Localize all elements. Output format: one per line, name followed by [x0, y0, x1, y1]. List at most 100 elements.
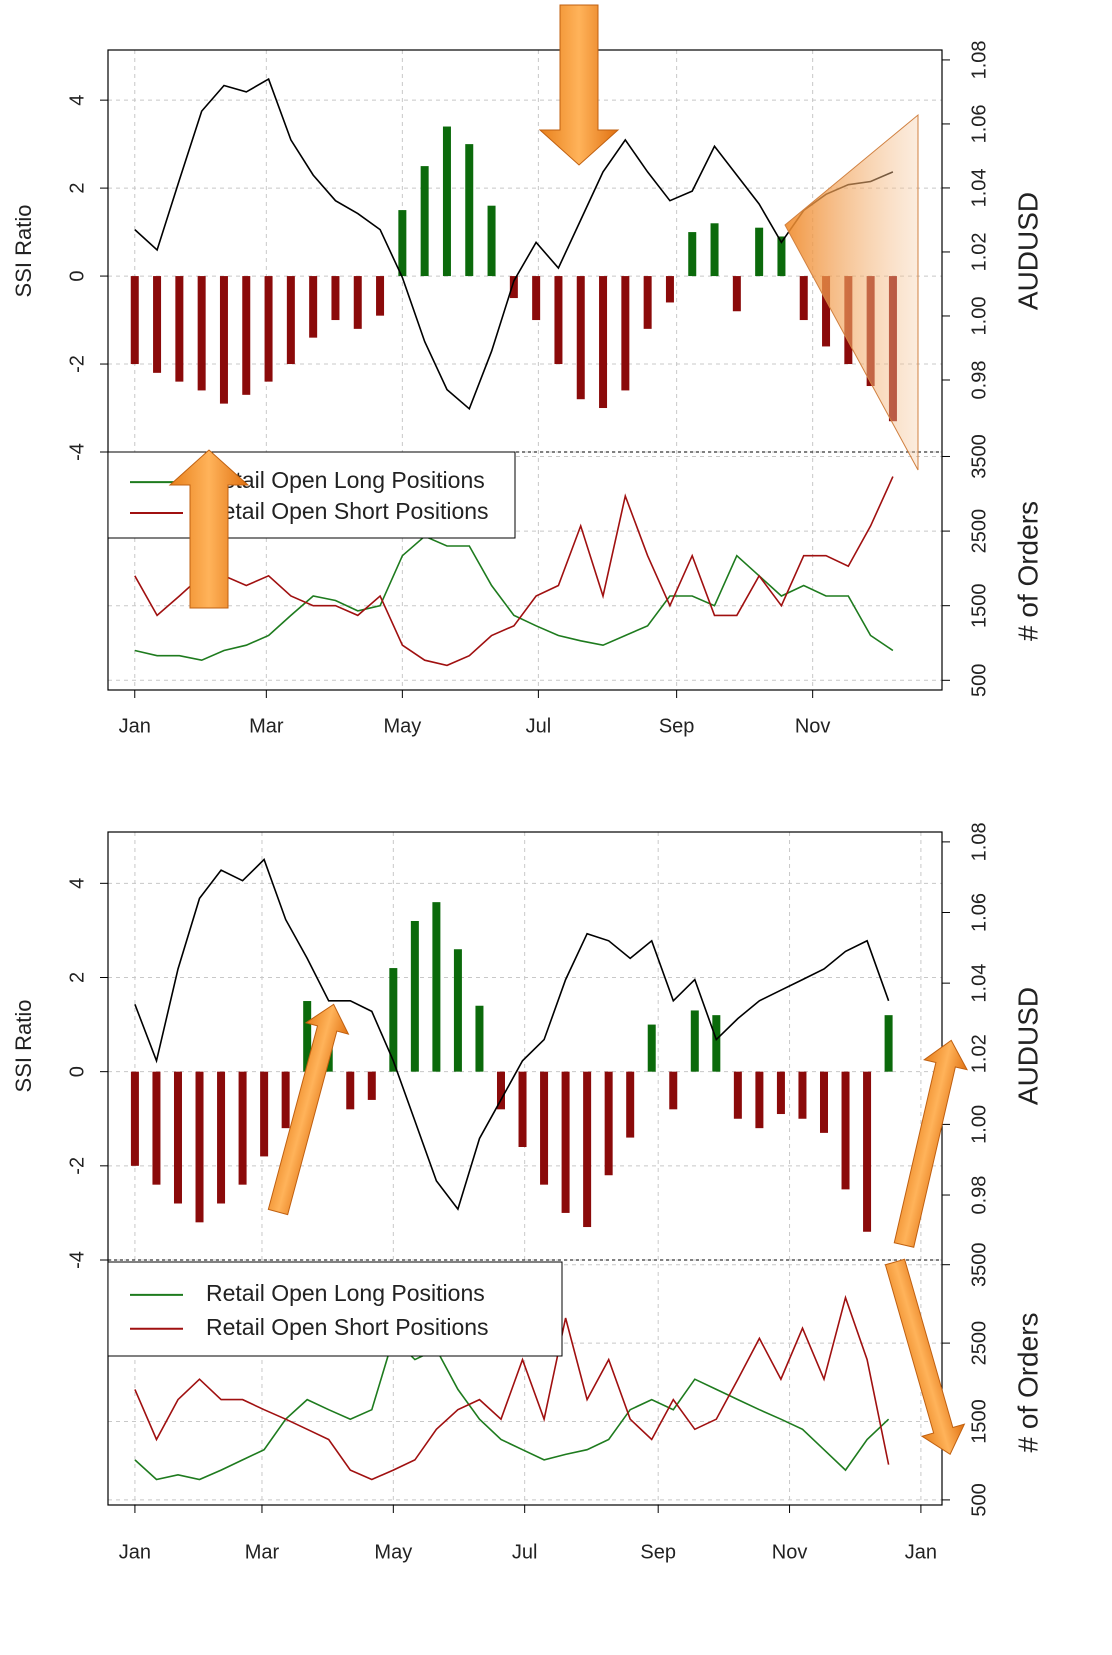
ssi-bar — [260, 1071, 269, 1157]
ssi-bar — [576, 276, 585, 400]
ssi-bar — [561, 1071, 570, 1213]
ssi-bar — [389, 968, 398, 1072]
x-tick-label: Nov — [795, 715, 831, 737]
price-line — [134, 858, 890, 1211]
ssi-bar — [777, 236, 786, 277]
y3-tick-label: 3500 — [968, 1242, 990, 1287]
ssi-bar — [376, 276, 385, 316]
ssi-bar — [130, 1071, 139, 1166]
x-tick-label: Mar — [249, 715, 284, 737]
y3-axis-label: # of Orders — [1012, 501, 1043, 641]
ssi-bar — [152, 1071, 161, 1185]
ssi-bar — [432, 902, 441, 1072]
arrow-up — [168, 449, 250, 609]
x-tick-label: Jul — [512, 1541, 538, 1563]
y2-tick-label: 1.02 — [968, 1034, 990, 1073]
arrow-diagonal — [884, 1258, 966, 1455]
y3-tick-label: 500 — [968, 1483, 990, 1516]
y-tick-label: 4 — [66, 95, 88, 106]
y2-tick-label: 1.04 — [968, 964, 990, 1003]
ssi-bar — [197, 276, 206, 391]
ssi-bar — [453, 949, 462, 1072]
ssi-bar — [153, 276, 162, 373]
ssi-bar — [690, 1010, 699, 1072]
x-tick-label: Jan — [119, 1541, 151, 1563]
y-axis-label: SSI Ratio — [11, 1000, 36, 1093]
y3-axis-label: # of Orders — [1012, 1312, 1043, 1452]
ssi-bar — [173, 1071, 182, 1204]
ssi-bar — [175, 276, 184, 382]
ssi-bar — [264, 276, 273, 382]
orders-line — [134, 535, 894, 662]
ssi-bar — [509, 276, 518, 299]
annotations — [168, 4, 969, 1455]
ssi-bar — [822, 276, 831, 347]
y-tick-label: -4 — [66, 443, 88, 461]
highlight-triangle — [784, 113, 919, 471]
y3-tick-label: 2500 — [968, 1321, 990, 1366]
x-tick-label: Sep — [659, 715, 695, 737]
ssi-bar — [669, 1071, 678, 1110]
plot-frame — [107, 49, 943, 691]
legend-box — [107, 451, 516, 539]
orders-line — [134, 1336, 890, 1481]
y2-tick-label: 1.04 — [968, 168, 990, 207]
ssi-bar — [309, 276, 318, 338]
ssi-bar — [219, 276, 228, 404]
y-tick-label: 0 — [66, 1066, 88, 1077]
ssi-bar — [286, 276, 295, 365]
y2-tick-label: 1.06 — [968, 893, 990, 932]
x-tick-label: Sep — [640, 1541, 676, 1563]
y2-tick-label: 1.08 — [968, 822, 990, 861]
ssi-bar — [195, 1071, 204, 1223]
y-tick-label: 0 — [66, 271, 88, 282]
legend-label: Retail Open Short Positions — [206, 1314, 489, 1340]
legend-box — [107, 1261, 563, 1357]
ssi-bar — [442, 126, 451, 277]
ssi-bar — [518, 1071, 527, 1147]
ssi-bar — [487, 205, 496, 277]
ssi-bar — [819, 1071, 828, 1133]
y3-tick-label: 500 — [968, 664, 990, 697]
y-tick-label: -2 — [66, 355, 88, 373]
ssi-bar — [799, 276, 808, 321]
y-tick-label: 4 — [66, 878, 88, 889]
ssi-bar — [130, 276, 139, 365]
ssi-bar — [238, 1071, 247, 1185]
y2-tick-label: 1.00 — [968, 297, 990, 336]
y3-tick-label: 2500 — [968, 509, 990, 554]
ssi-bar — [863, 1071, 872, 1232]
ssi-bar — [626, 1071, 635, 1138]
y-tick-label: -2 — [66, 1157, 88, 1175]
ssi-bar — [346, 1071, 355, 1110]
y-tick-label: -4 — [66, 1251, 88, 1269]
y3-tick-label: 3500 — [968, 434, 990, 479]
y-axis-label: SSI Ratio — [11, 205, 36, 298]
ssi-bar — [643, 276, 652, 329]
arrow-down — [538, 4, 620, 166]
ssi-bar — [732, 276, 741, 312]
ssi-bar — [776, 1071, 785, 1115]
ssi-bar — [367, 1071, 376, 1100]
ssi-bar — [583, 1071, 592, 1228]
legend-label: Retail Open Long Positions — [206, 1280, 485, 1306]
y2-tick-label: 0.98 — [968, 361, 990, 400]
x-tick-label: Nov — [772, 1541, 808, 1563]
ssi-bar — [712, 1015, 721, 1072]
y2-tick-label: 1.06 — [968, 104, 990, 143]
legend-label: Retail Open Short Positions — [206, 498, 489, 524]
ssi-bar — [353, 276, 362, 329]
ssi-bar — [475, 1005, 484, 1072]
plot-frame — [107, 831, 943, 1506]
arrow-diagonal — [893, 1039, 969, 1248]
orders-line — [134, 476, 894, 667]
y2-tick-label: 0.98 — [968, 1176, 990, 1215]
ssi-bar — [217, 1071, 226, 1204]
ssi-bar — [599, 276, 608, 409]
ssi-bar — [884, 1015, 893, 1072]
y2-tick-label: 1.08 — [968, 40, 990, 79]
x-tick-label: May — [383, 715, 421, 737]
ssi-bar — [647, 1024, 656, 1072]
